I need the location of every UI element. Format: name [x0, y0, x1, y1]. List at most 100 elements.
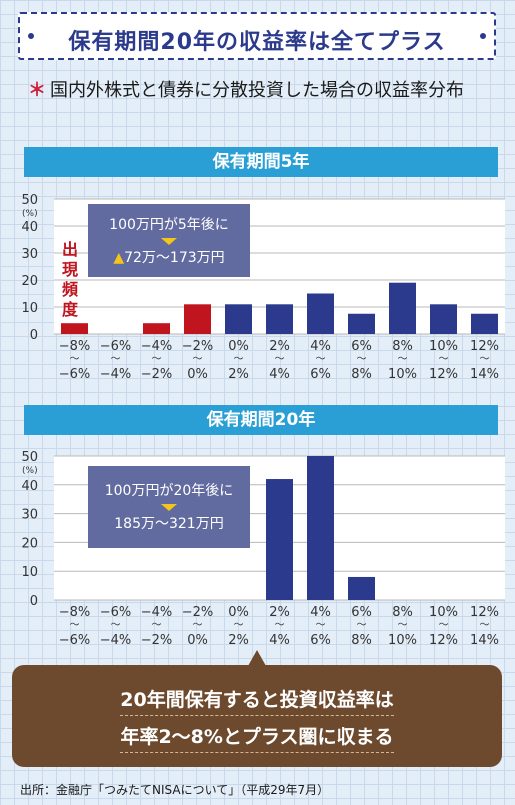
chart2-x-tick-label: 〜 [70, 620, 80, 631]
chart1-callout-arrow-icon [161, 238, 177, 245]
chart1-x-tick-label: 4% [269, 367, 290, 382]
chart2-bar [307, 456, 334, 600]
chart2-bar [348, 576, 375, 600]
conclusion-line2: 年率2〜8%とプラス圏に収まる [120, 722, 394, 753]
chart1-bar [266, 304, 293, 334]
chart1-x-tick-label: 〜 [234, 354, 244, 365]
chart2-x-tick-label: 6% [310, 633, 331, 648]
asterisk-icon: ＊ [28, 80, 46, 101]
chart2-x-tick-label: −4% [100, 633, 132, 648]
title-dot-right [480, 33, 486, 39]
chart1-x-tick-label: 〜 [316, 354, 326, 365]
chart2-callout: 100万円が20年後に 185万〜321万円 [88, 466, 250, 548]
chart2-x-tick-label: 4% [310, 605, 331, 620]
chart1-x-tick-label: 6% [351, 339, 372, 354]
chart1-y-tick-label: 0 [30, 328, 38, 343]
chart1-x-tick-label: 2% [269, 339, 290, 354]
chart1-x-tick-label: −4% [141, 339, 173, 354]
chart2-x-tick-label: 〜 [275, 620, 285, 631]
chart1-x-tick-label: 〜 [70, 354, 80, 365]
chart1-bar [348, 313, 375, 334]
chart1-x-tick-label: 10% [388, 367, 417, 382]
chart2-y-tick-label: 20 [21, 536, 38, 551]
chart2-x-tick-label: 12% [470, 605, 499, 620]
chart2-x-tick-label: 14% [470, 633, 499, 648]
chart2-x-tick-label: −6% [59, 633, 91, 648]
chart1-y-tick-label: 10 [21, 301, 38, 316]
chart1-title-banner: 保有期間5年 [24, 147, 498, 177]
source-credit: 出所：金融庁「つみたてNISAについて」（平成29年7月） [20, 783, 330, 797]
chart1-x-tick-label: −4% [100, 367, 132, 382]
chart1-x-tick-label: −6% [59, 367, 91, 382]
chart1-x-tick-label: 4% [310, 339, 331, 354]
chart2-callout-arrow-icon [161, 504, 177, 511]
chart1-bar [307, 293, 334, 334]
chart2-y-tick-label: 10 [21, 565, 38, 580]
note-text: 国内外株式と債券に分散投資した場合の収益率分布 [50, 80, 464, 101]
chart1-bar [184, 304, 211, 334]
chart2-x-tick-label: 〜 [357, 620, 367, 631]
chart1-series-label: 頻 [62, 280, 78, 299]
chart1-x-tick-label: 〜 [439, 354, 449, 365]
chart1-y-tick-label: 20 [21, 274, 38, 289]
chart1-x-tick-label: 8% [392, 339, 413, 354]
chart1-x-tick-label: −8% [59, 339, 91, 354]
chart2-series-label: 出 [268, 478, 284, 497]
chart1-bar [225, 304, 252, 334]
chart1-bar [143, 323, 170, 334]
chart2-x-tick-label: 2% [228, 633, 249, 648]
chart1-x-tick-label: 〜 [152, 354, 162, 365]
chart2-x-tick-label: −2% [182, 605, 214, 620]
chart1-x-tick-label: −2% [141, 367, 173, 382]
chart2-callout-line2: 185万〜321万円 [114, 516, 224, 532]
chart1-callout-minus-mark: ▲ [113, 250, 125, 266]
chart1-series-label: 出 [62, 240, 78, 259]
chart1-x-tick-label: 6% [310, 367, 331, 382]
chart2-x-tick-label: 8% [351, 633, 372, 648]
chart2-x-tick-label: 0% [187, 633, 208, 648]
title-dot-left [28, 33, 34, 39]
conclusion-line1: 20年間保有すると投資収益率は [120, 685, 394, 716]
chart1-callout: 100万円が5年後に ▲72万〜173万円 [88, 204, 250, 277]
chart2-x-tick-label: 2% [269, 605, 290, 620]
chart2-y-unit-label: (%) [22, 466, 38, 476]
chart1-x-tick-label: 0% [187, 367, 208, 382]
chart2-x-tick-label: 〜 [111, 620, 121, 631]
chart1-x-tick-label: 12% [429, 367, 458, 382]
chart2-x-tick-label: 10% [429, 605, 458, 620]
chart2-bar [266, 479, 293, 600]
chart1-x-tick-label: −6% [100, 339, 132, 354]
footnote-description: ＊国内外株式と債券に分散投資した場合の収益率分布 [28, 78, 488, 103]
chart1-x-tick-label: 〜 [275, 354, 285, 365]
chart2-x-tick-label: −2% [141, 633, 173, 648]
conclusion-pointer [248, 650, 266, 666]
chart2-x-tick-label: 〜 [398, 620, 408, 631]
chart2-x-tick-label: 12% [429, 633, 458, 648]
chart2-x-tick-label: −8% [59, 605, 91, 620]
chart2-x-tick-label: 8% [392, 605, 413, 620]
chart2-x-tick-label: 〜 [234, 620, 244, 631]
chart2-y-tick-label: 40 [21, 479, 38, 494]
chart1-x-tick-label: 0% [228, 339, 249, 354]
chart2-series-label: 度 [268, 538, 285, 557]
chart1-series-label: 度 [62, 300, 79, 319]
chart2-y-tick-label: 50 [21, 450, 38, 465]
chart1-x-tick-label: 10% [429, 339, 458, 354]
chart2-x-tick-label: 4% [269, 633, 290, 648]
chart1-x-tick-label: 〜 [111, 354, 121, 365]
chart2-x-tick-label: 〜 [152, 620, 162, 631]
chart2-x-tick-label: 〜 [193, 620, 203, 631]
chart1-callout-line1: 100万円が5年後に [109, 217, 229, 233]
chart2-y-tick-label: 30 [21, 508, 38, 523]
chart2-callout-line1: 100万円が20年後に [104, 483, 234, 499]
chart2-x-tick-label: 0% [228, 605, 249, 620]
chart1-x-tick-label: 14% [470, 367, 499, 382]
chart1-y-unit-label: (%) [22, 209, 38, 219]
chart1-y-tick-label: 30 [21, 247, 38, 262]
chart1-callout-line2: 72万〜173万円 [124, 250, 225, 266]
chart1-bar [430, 304, 457, 334]
page-title: 保有期間20年の収益率は全てプラス [68, 30, 446, 55]
chart1-x-tick-label: 〜 [193, 354, 203, 365]
chart2-y-tick-label: 0 [30, 594, 38, 609]
chart1-y-tick-label: 50 [21, 193, 38, 208]
